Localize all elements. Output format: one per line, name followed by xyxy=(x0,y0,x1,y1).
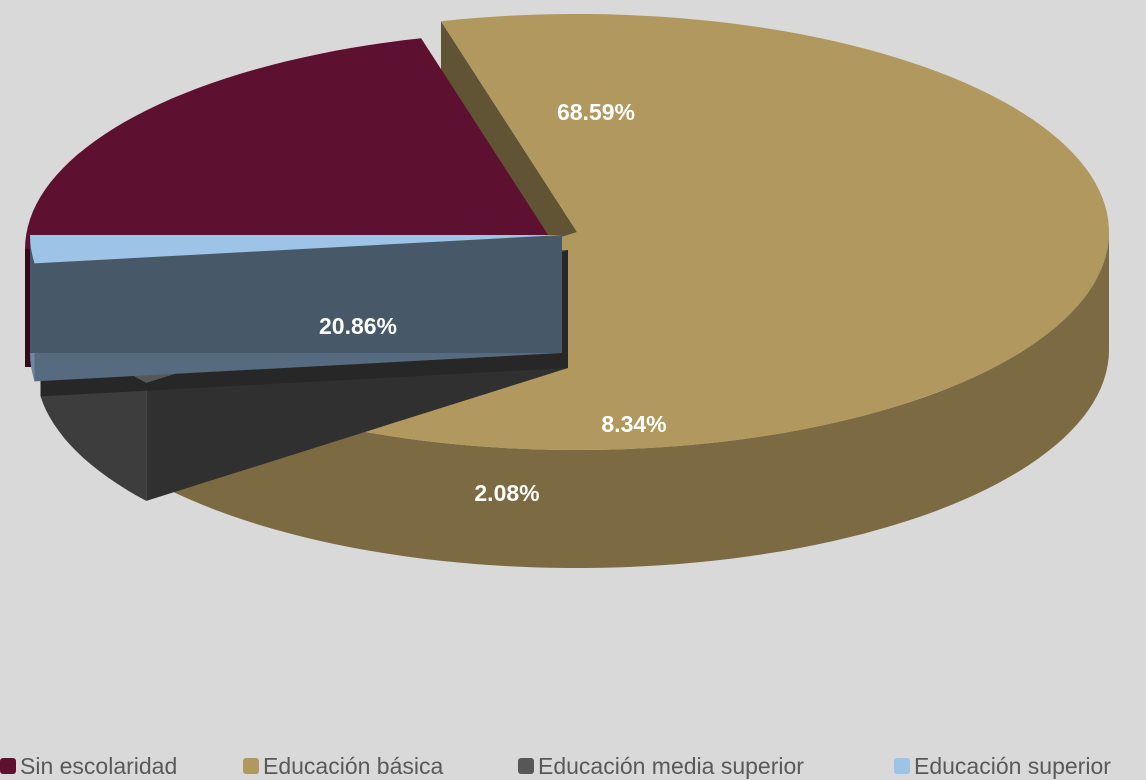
legend-label-educacion-media-superior: Educación media superior xyxy=(538,753,804,779)
pie-slice-rim-educacion-basica xyxy=(155,232,1110,568)
legend-label-educacion-basica: Educación básica xyxy=(263,753,444,779)
pie-slices-layer xyxy=(25,14,1110,568)
pie-data-labels-layer: 20.86% 68.59% 8.34% 2.08% xyxy=(319,99,667,506)
legend-swatch-educacion-basica xyxy=(243,758,259,774)
legend-item-educacion-superior[interactable]: Educación superior xyxy=(894,752,1111,780)
legend-swatch-sin-escolaridad xyxy=(0,758,16,774)
legend-label-sin-escolaridad: Sin escolaridad xyxy=(20,753,178,779)
pie-slice-wall-educacion-superior xyxy=(30,235,562,353)
data-label-educacion-superior: 2.08% xyxy=(474,480,539,506)
pie-slice-educacion-superior[interactable] xyxy=(30,235,562,382)
legend-swatch-educacion-media-superior xyxy=(518,758,534,774)
legend-item-educacion-basica[interactable]: Educación básica xyxy=(243,752,443,780)
data-label-educacion-basica: 68.59% xyxy=(557,99,635,125)
legend-item-educacion-media-superior[interactable]: Educación media superior xyxy=(518,752,804,780)
data-label-sin-escolaridad: 20.86% xyxy=(319,313,397,339)
legend-swatch-educacion-superior xyxy=(894,758,910,774)
legend-label-educacion-superior: Educación superior xyxy=(914,753,1111,779)
pie-slice-top-educacion-superior xyxy=(30,235,562,264)
pie-slice-top-sin-escolaridad xyxy=(25,38,557,250)
pie-plot-area: 20.86% 68.59% 8.34% 2.08% xyxy=(25,14,1110,568)
legend-item-sin-escolaridad[interactable]: Sin escolaridad xyxy=(0,752,177,780)
legend: Sin escolaridad Educación básica Educaci… xyxy=(0,752,1146,780)
data-label-educacion-media-superior: 8.34% xyxy=(601,411,666,437)
